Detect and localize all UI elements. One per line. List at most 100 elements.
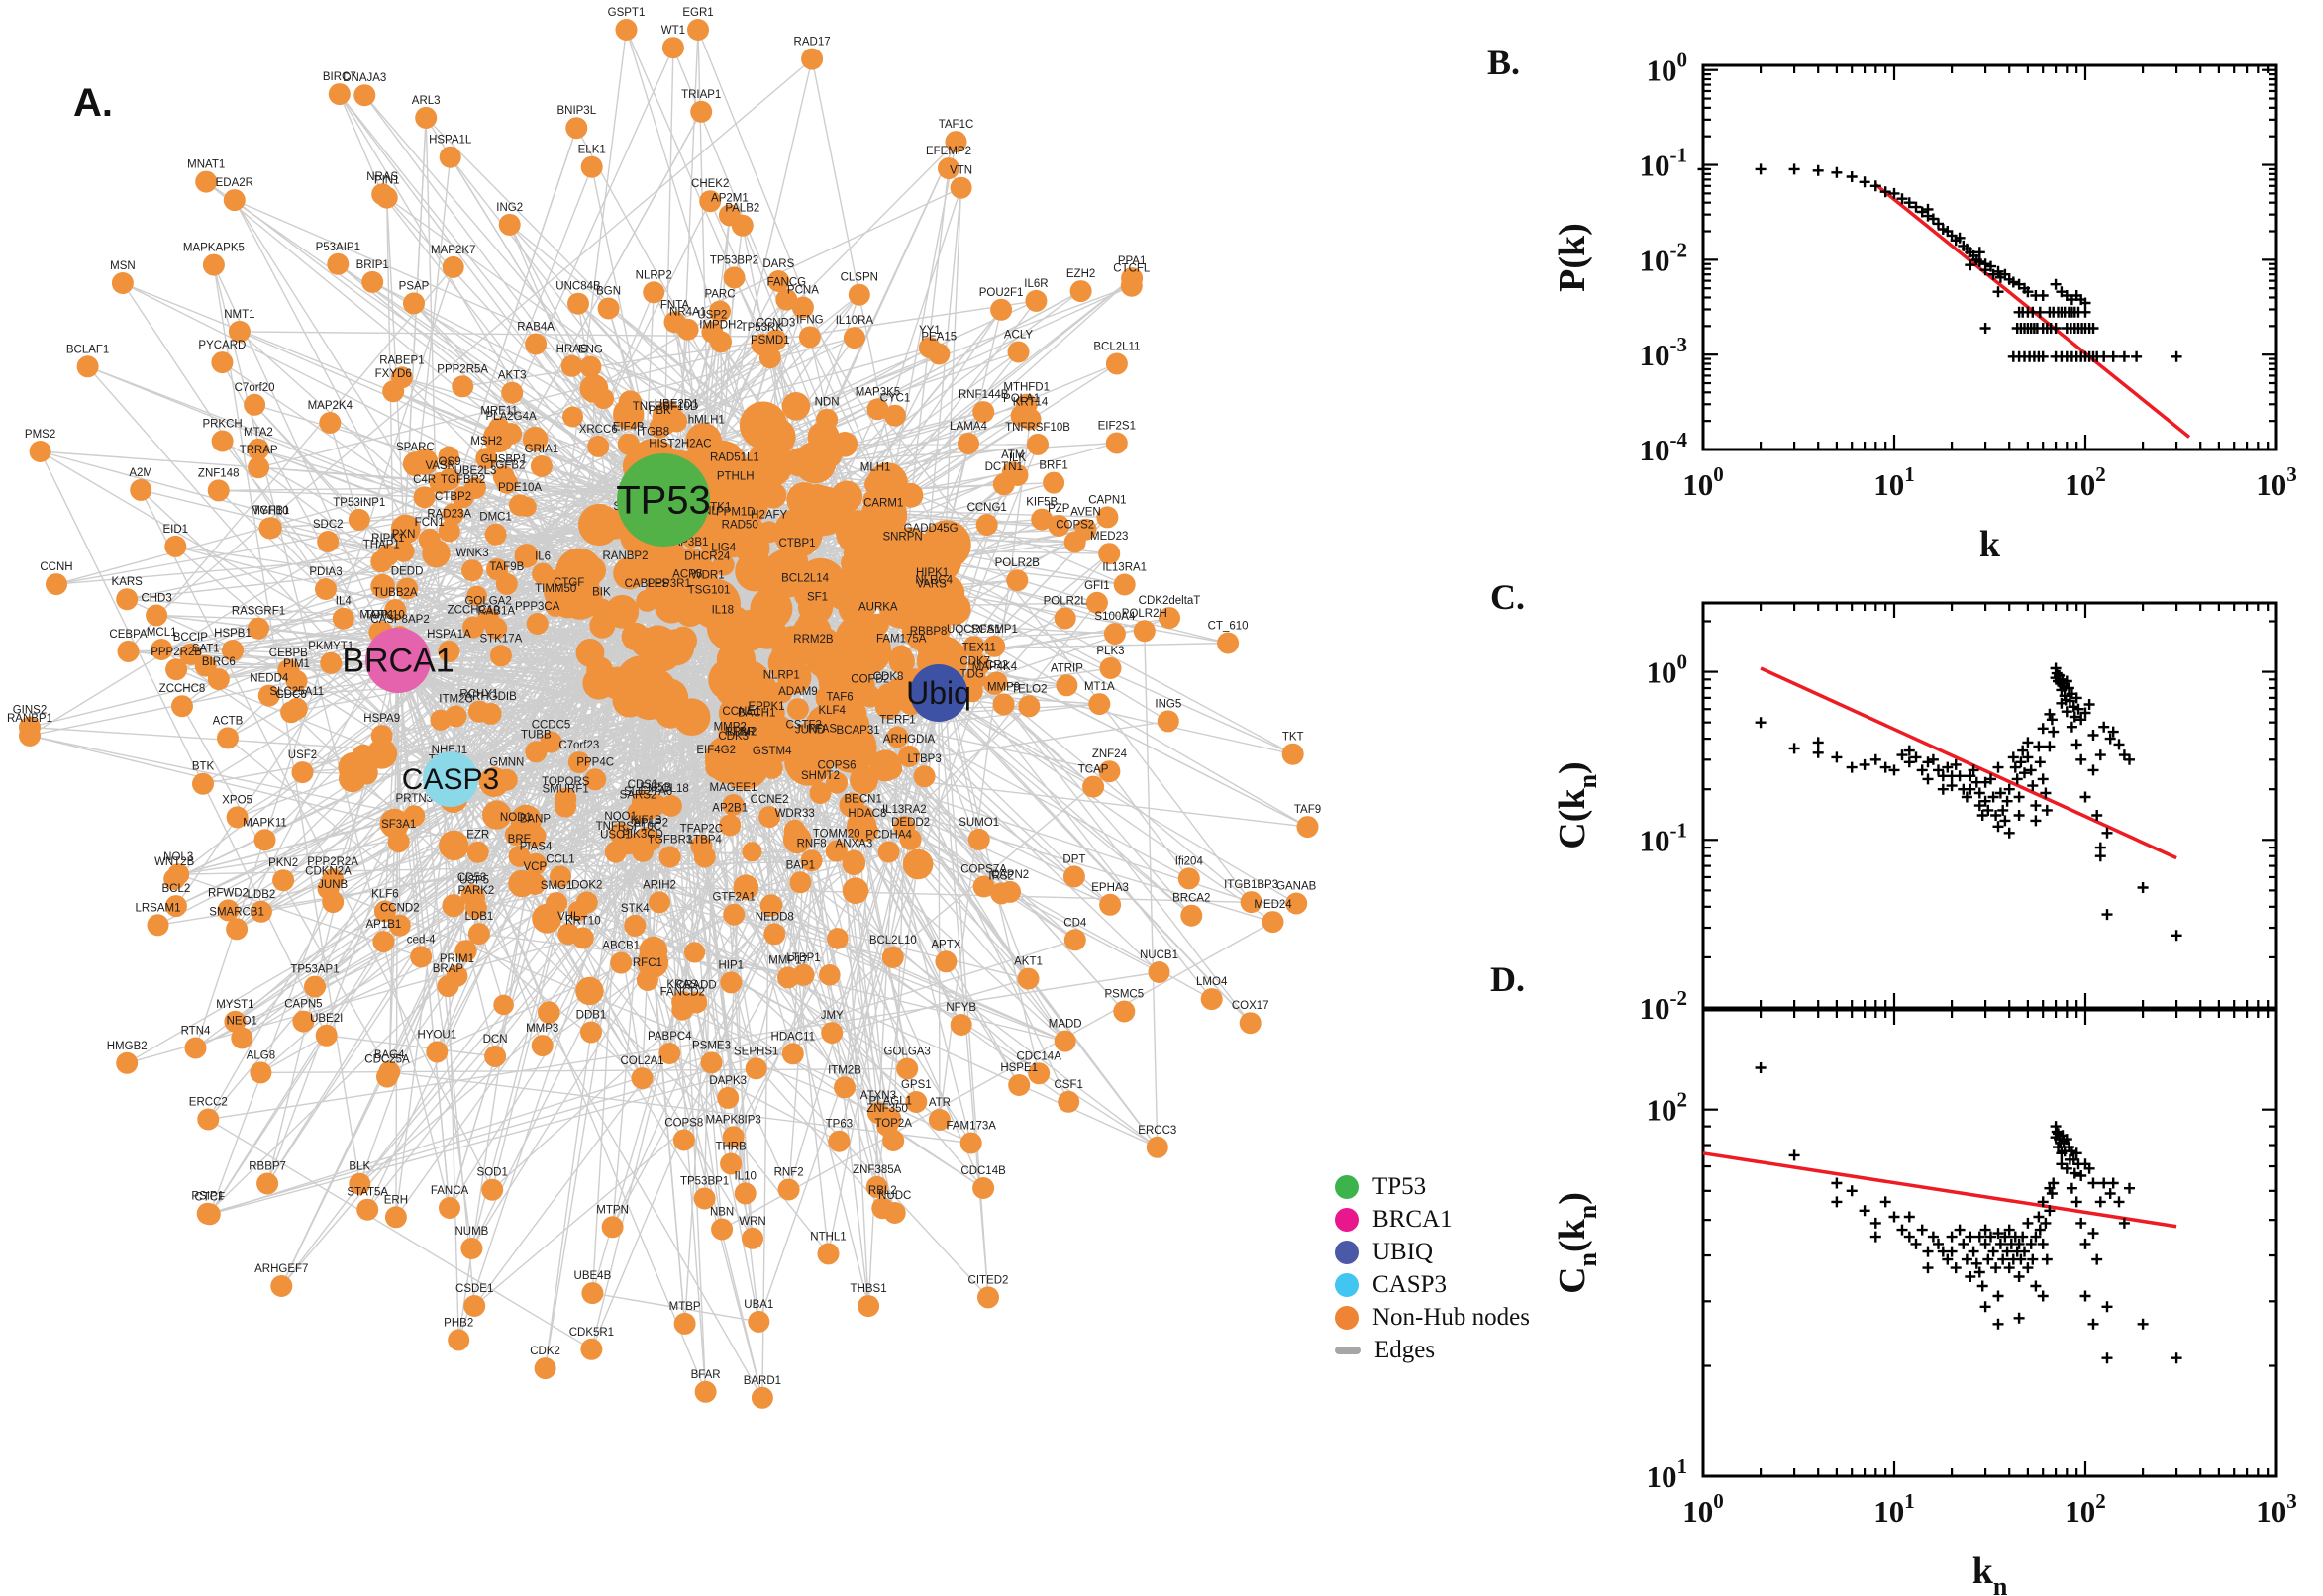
non-hub-node (719, 814, 742, 837)
node-label: ITGB1BP3 (1224, 879, 1278, 891)
node-label: CDK7 (960, 656, 990, 668)
non-hub-node (877, 683, 900, 706)
non-hub-node (270, 1275, 293, 1297)
non-hub-node (19, 724, 41, 747)
node-label: ADAM9 (778, 686, 818, 698)
node-label: RAD50 (722, 520, 758, 532)
non-hub-node (202, 253, 225, 276)
node-label: NQO1 (604, 811, 637, 823)
node-label: CDS1 (628, 779, 658, 791)
node-label: BECN1 (845, 793, 882, 805)
panel-b-label: B. (1487, 43, 1521, 82)
non-hub-node (1054, 1030, 1076, 1052)
node-label: ING5 (1155, 698, 1181, 710)
node-label: TRIAP1 (681, 89, 721, 101)
network-graph: HIST2H2AC GTF2A1 ING5 ERCC3 TAF6 BCCIP USF2 CDC… (7, 7, 1321, 1409)
node-label: IL6 (535, 551, 551, 563)
non-hub-node (315, 1024, 338, 1047)
non-hub-node (495, 471, 518, 494)
non-hub-node (197, 1108, 220, 1131)
non-hub-node (928, 1109, 951, 1131)
node-label: ALG8 (247, 1049, 275, 1061)
node-label: ARIH2 (643, 879, 676, 891)
node-label: SEPHS1 (734, 1046, 778, 1057)
node-label: PRKCH (202, 419, 242, 431)
node-label: MMP9 (987, 681, 1020, 693)
non-hub-node (709, 300, 731, 323)
node-label: DEDD (391, 566, 424, 578)
node-label: FCN1 (415, 517, 445, 529)
node-label: ZNF385A (853, 1164, 902, 1176)
node-label: BIRC7 (323, 71, 356, 83)
node-label: CEBPB (269, 648, 308, 659)
non-hub-node (756, 713, 777, 736)
node-label: ERCC2 (189, 1097, 228, 1109)
y-tick-label: 10-2 (1640, 238, 1688, 277)
non-hub-node (1028, 1062, 1051, 1085)
node-label: TP53INP1 (333, 497, 385, 509)
non-hub-node (821, 717, 844, 739)
legend-item-ubiq: UBIQ (1335, 1236, 1530, 1268)
non-hub-node (972, 875, 995, 898)
non-hub-node (565, 117, 588, 140)
non-hub-node (825, 840, 848, 862)
node-label: THAP1 (363, 539, 400, 550)
non-hub-node (696, 581, 719, 604)
node-label: TERF1 (879, 715, 915, 727)
node-label: RNF8 (797, 838, 827, 849)
node-label: EZR (466, 830, 489, 842)
non-hub-node (945, 131, 967, 153)
node-label: TNFRSF10C (596, 821, 661, 833)
node-label: APLP2 (633, 818, 668, 830)
non-hub-node (222, 640, 244, 661)
non-hub-node (679, 549, 702, 571)
non-hub-node (530, 455, 553, 477)
node-label: PALB2 (725, 203, 759, 215)
node-label: AP2B1 (712, 802, 748, 814)
non-hub-node (960, 1132, 982, 1154)
node-label: NOD1 (500, 812, 532, 824)
hub-label-brca1: BRCA1 (342, 643, 454, 680)
node-label: ABCB1 (602, 941, 640, 952)
node-label: USP2 (697, 309, 727, 321)
hub-node-casp3 (423, 751, 478, 807)
node-label: ATR (929, 1097, 951, 1109)
non-hub-node (1239, 1012, 1262, 1035)
node-label: MAP2K4 (308, 400, 354, 412)
node-label: POLA1 (1003, 393, 1040, 405)
node-label: HIST2H2AC (649, 439, 711, 450)
node-label: TAF9 (1294, 804, 1321, 816)
non-hub-node (864, 473, 887, 496)
non-hub-node (29, 441, 51, 462)
node-label: MRE11 (480, 406, 518, 418)
node-label: IL13RA1 (1102, 562, 1147, 574)
non-hub-node (806, 603, 829, 626)
node-label: SDC2 (313, 519, 344, 531)
node-label: DNAJA3 (343, 72, 386, 84)
node-label: ERH (384, 1194, 408, 1206)
non-hub-node (1105, 432, 1128, 454)
non-hub-node (816, 408, 839, 431)
non-hub-node (348, 508, 370, 531)
y-tick-label: 100 (1647, 650, 1688, 690)
node-label: LAMA4 (950, 421, 987, 433)
non-hub-node (687, 19, 709, 41)
node-label: WNK3 (455, 548, 488, 559)
node-label: TEX11 (962, 643, 996, 654)
non-hub-node (817, 1243, 840, 1265)
node-label: WDR33 (775, 808, 815, 820)
non-hub-node (843, 849, 865, 872)
non-hub-node (509, 494, 531, 517)
node-label: EIF2S1 (1098, 421, 1136, 433)
node-label: ERCC3 (1138, 1125, 1176, 1137)
x-tick-label: 100 (1682, 462, 1724, 502)
node-label: AVEN (1070, 507, 1100, 519)
non-hub-node (452, 486, 474, 509)
node-label: FAM175A (876, 634, 927, 646)
non-hub-node (975, 514, 998, 536)
non-hub-node (865, 1175, 888, 1198)
non-hub-node (801, 48, 824, 70)
non-hub-node (657, 590, 680, 613)
node-label: KARS (112, 576, 144, 588)
non-hub-node (783, 819, 806, 842)
